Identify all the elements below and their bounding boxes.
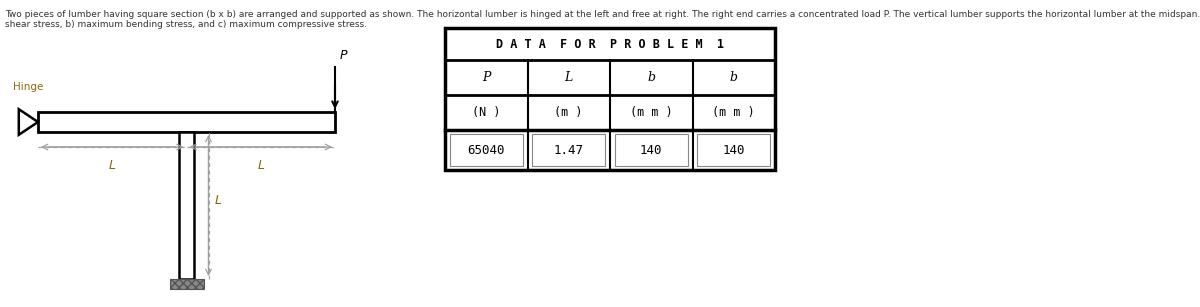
Bar: [38, 112, 335, 132]
Polygon shape: [19, 109, 38, 135]
Text: 1.47: 1.47: [553, 143, 583, 157]
Text: D A T A  F O R  P R O B L E M  1: D A T A F O R P R O B L E M 1: [496, 37, 724, 50]
Text: Two pieces of lumber having square section (b x b) are arranged and supported as: Two pieces of lumber having square secti…: [5, 10, 1200, 19]
Bar: [169, 279, 204, 289]
Text: b: b: [730, 71, 738, 84]
Text: L: L: [215, 194, 222, 207]
Text: L: L: [257, 159, 264, 172]
Bar: [450, 134, 522, 166]
Text: (m m ): (m m ): [630, 106, 673, 119]
Bar: [445, 28, 775, 170]
Text: Hinge: Hinge: [13, 82, 43, 92]
Bar: [614, 134, 688, 166]
Text: 65040: 65040: [468, 143, 505, 157]
Bar: [697, 134, 770, 166]
Text: 140: 140: [722, 143, 745, 157]
Text: 140: 140: [640, 143, 662, 157]
Text: b: b: [647, 71, 655, 84]
Text: (m ): (m ): [554, 106, 583, 119]
Text: L: L: [565, 71, 572, 84]
Text: P: P: [482, 71, 491, 84]
Text: P: P: [340, 49, 348, 62]
Text: (m m ): (m m ): [713, 106, 755, 119]
Bar: [179, 132, 194, 279]
Text: (N ): (N ): [472, 106, 500, 119]
Text: L: L: [109, 159, 115, 172]
Bar: [533, 134, 605, 166]
Text: shear stress, b) maximum bending stress, and c) maximum compressive stress.: shear stress, b) maximum bending stress,…: [5, 20, 367, 29]
